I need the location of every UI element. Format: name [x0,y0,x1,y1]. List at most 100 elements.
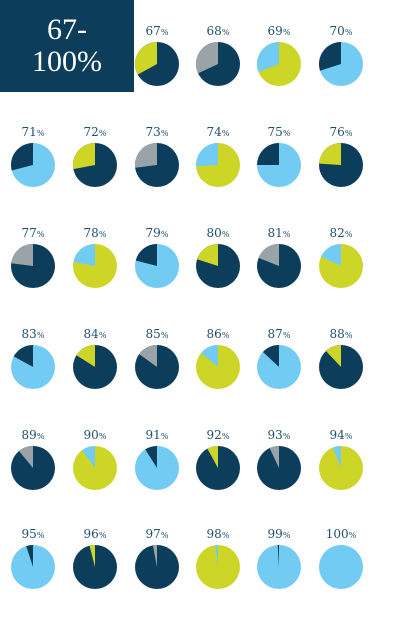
percent-label: 70% [316,24,366,40]
pie-remainder-slice [82,446,95,468]
percent-label: 90% [70,428,120,444]
pie-remainder-slice [321,244,341,266]
title-line-1: 67- [47,13,87,46]
percent-sign: % [221,432,230,441]
pie-main-slice [319,545,363,589]
pie-graphic [319,345,363,389]
percent-sign: % [344,432,353,441]
percent-sign: % [98,230,107,239]
pie-graphic [73,143,117,187]
pie-remainder-slice [257,143,279,165]
pie-graphic [11,545,55,589]
percent-label: 85% [132,327,182,343]
pie-remainder-slice [215,545,218,567]
pie-remainder-slice [258,244,279,266]
percent-label: 72% [70,125,120,141]
pie-chart-90: 90% [70,428,120,502]
percent-sign: % [348,531,357,540]
pie-graphic [319,545,363,589]
percent-value: 72 [83,125,99,139]
pie-graphic [257,143,301,187]
pie-graphic [135,143,179,187]
pie-chart-73: 73% [132,125,182,199]
percent-sign: % [344,129,353,138]
percent-sign: % [221,531,230,540]
pie-chart-67: 67% [132,24,182,98]
pie-remainder-slice [18,446,33,468]
pie-chart-89: 89% [8,428,58,502]
pie-graphic [196,143,240,187]
percent-value: 75 [267,125,283,139]
pie-graphic [319,143,363,187]
percent-sign: % [160,331,169,340]
pie-graphic [196,446,240,490]
pie-chart-76: 76% [316,125,366,199]
pie-graphic [196,345,240,389]
percent-sign: % [344,28,353,37]
pie-remainder-slice [332,446,341,468]
percent-sign: % [36,129,45,138]
pie-remainder-slice [319,42,341,71]
percent-value: 97 [145,527,161,541]
pie-remainder-slice [319,143,341,165]
pie-main-slice [196,446,240,490]
percent-sign: % [221,230,230,239]
percent-value: 77 [21,226,37,240]
percent-label: 81% [254,226,304,242]
pie-chart-100: 100% [316,527,366,601]
percent-sign: % [160,230,169,239]
percent-value: 79 [145,226,161,240]
percent-sign: % [160,129,169,138]
pie-graphic [73,545,117,589]
percent-value: 74 [206,125,222,139]
pie-remainder-slice [135,143,157,168]
pie-remainder-slice [26,545,33,567]
pie-graphic [135,244,179,288]
percent-label: 92% [193,428,243,444]
percent-value: 95 [21,527,37,541]
pie-remainder-slice [73,244,95,266]
pie-remainder-slice [201,345,218,367]
pie-chart-74: 74% [193,125,243,199]
pie-graphic [257,42,301,86]
percent-value: 85 [145,327,161,341]
percent-sign: % [282,230,291,239]
pie-graphic [196,42,240,86]
pie-graphic [135,345,179,389]
percent-value: 88 [329,327,345,341]
pie-chart-88: 88% [316,327,366,401]
percent-sign: % [221,331,230,340]
percent-value: 99 [267,527,283,541]
percent-sign: % [344,331,353,340]
percent-sign: % [282,432,291,441]
percent-value: 69 [267,24,283,38]
percent-label: 96% [70,527,120,543]
pie-graphic [11,345,55,389]
pie-graphic [257,244,301,288]
pie-graphic [319,42,363,86]
pie-chart-87: 87% [254,327,304,401]
pie-chart-75: 75% [254,125,304,199]
pie-chart-84: 84% [70,327,120,401]
pie-remainder-slice [269,446,279,468]
pie-chart-79: 79% [132,226,182,300]
pie-remainder-slice [13,345,33,367]
percent-sign: % [36,432,45,441]
percent-label: 82% [316,226,366,242]
pie-graphic [135,42,179,86]
percent-sign: % [98,331,107,340]
pie-chart-96: 96% [70,527,120,601]
percent-value: 89 [21,428,37,442]
percent-sign: % [160,432,169,441]
pie-graphic [196,545,240,589]
percent-label: 80% [193,226,243,242]
pie-graphic [135,545,179,589]
percent-value: 90 [83,428,99,442]
pie-remainder-slice [89,545,95,567]
pie-remainder-slice [135,42,157,75]
pie-remainder-slice [262,345,279,367]
percent-label: 91% [132,428,182,444]
pie-remainder-slice [197,244,218,266]
pie-chart-83: 83% [8,327,58,401]
percent-sign: % [98,432,107,441]
